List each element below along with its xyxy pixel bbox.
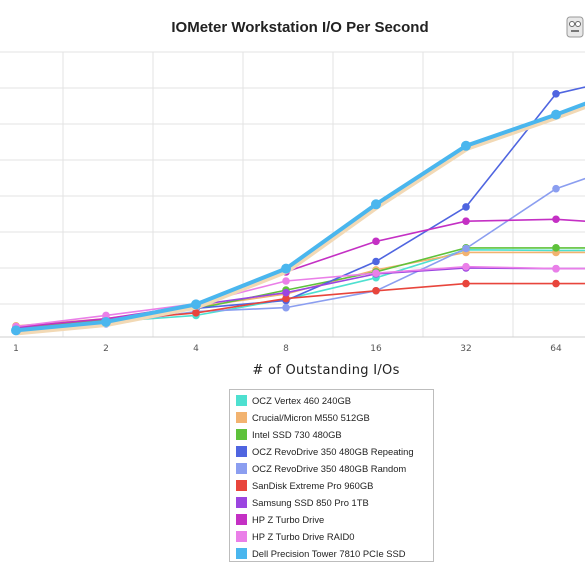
legend-item[interactable]: SanDisk Extreme Pro 960GB xyxy=(236,477,373,493)
data-point[interactable] xyxy=(552,90,560,98)
legend-swatch xyxy=(236,394,247,406)
data-point[interactable] xyxy=(462,262,470,271)
data-point[interactable] xyxy=(372,237,380,246)
legend-item[interactable]: HP Z Turbo Drive xyxy=(236,511,324,527)
legend-swatch xyxy=(236,445,247,457)
data-point[interactable] xyxy=(462,279,470,288)
legend: OCZ Vertex 460 240GB Crucial/Micron M550 … xyxy=(229,389,434,562)
legend-swatch xyxy=(236,479,247,491)
series-line xyxy=(15,101,585,333)
data-point[interactable] xyxy=(371,199,381,210)
data-point[interactable] xyxy=(191,299,201,310)
x-tick-label: 4 xyxy=(193,344,199,354)
x-tick-label: 2 xyxy=(103,344,109,354)
legend-item[interactable]: OCZ RevoDrive 350 480GB Random xyxy=(236,460,406,476)
data-point[interactable] xyxy=(552,279,560,288)
data-point[interactable] xyxy=(282,294,290,303)
x-tick-label: 1 xyxy=(13,344,19,354)
series-line xyxy=(15,265,585,328)
chart-title: IOMeter Workstation I/O Per Second xyxy=(171,19,428,36)
data-point[interactable] xyxy=(282,288,290,297)
legend-label: OCZ RevoDrive 350 480GB Repeating xyxy=(252,445,414,457)
series-line xyxy=(15,218,585,328)
data-point[interactable] xyxy=(192,309,200,317)
legend-label: OCZ RevoDrive 350 480GB Random xyxy=(252,462,407,474)
data-point[interactable] xyxy=(462,244,470,253)
legend-item[interactable]: HP Z Turbo Drive RAID0 xyxy=(236,528,354,544)
data-point[interactable] xyxy=(551,109,561,120)
legend-label: SanDisk Extreme Pro 960GB xyxy=(252,479,374,491)
logo-icon xyxy=(565,14,585,40)
legend-item[interactable]: Samsung SSD 850 Pro 1TB xyxy=(236,494,369,510)
data-point[interactable] xyxy=(462,217,470,225)
legend-swatch xyxy=(236,462,247,474)
x-tick-label: 32 xyxy=(460,344,471,354)
data-point[interactable] xyxy=(552,215,560,224)
legend-swatch xyxy=(236,530,247,542)
legend-swatch xyxy=(236,513,247,525)
legend-item[interactable]: Dell Precision Tower 7810 PCIe SSD xyxy=(236,545,406,561)
plot-area xyxy=(0,52,585,337)
x-tick-label: 64 xyxy=(550,344,562,354)
legend-item[interactable]: OCZ RevoDrive 350 480GB Repeating xyxy=(236,443,414,459)
data-point[interactable] xyxy=(372,286,380,295)
data-point[interactable] xyxy=(552,244,560,252)
legend-label: Intel SSD 730 480GB xyxy=(252,428,342,440)
data-point[interactable] xyxy=(552,264,560,273)
legend-label: HP Z Turbo Drive RAID0 xyxy=(252,530,355,542)
legend-item[interactable]: Intel SSD 730 480GB xyxy=(236,426,342,442)
legend-swatch xyxy=(236,496,247,508)
series-dell-precision-tower-7810-pcie-ssd xyxy=(11,101,585,336)
data-point[interactable] xyxy=(462,203,470,211)
data-point[interactable] xyxy=(461,140,471,151)
x-tick-labels: 1 2 4 8 16 32 64 xyxy=(13,344,562,354)
legend-item[interactable]: Crucial/Micron M550 512GB xyxy=(236,409,370,425)
legend-swatch xyxy=(236,428,247,440)
series-shadow xyxy=(16,102,585,336)
legend-swatch xyxy=(236,547,247,559)
data-point[interactable] xyxy=(101,316,111,327)
data-point[interactable] xyxy=(11,325,21,336)
series-layer xyxy=(11,86,585,336)
data-point[interactable] xyxy=(372,269,380,278)
data-point[interactable] xyxy=(372,257,380,266)
data-point[interactable] xyxy=(282,277,290,285)
legend-label: OCZ Vertex 460 240GB xyxy=(252,394,352,406)
legend-label: Dell Precision Tower 7810 PCIe SSD xyxy=(252,547,406,559)
legend-label: HP Z Turbo Drive xyxy=(252,513,325,525)
x-tick-label: 8 xyxy=(283,344,289,354)
x-tick-label: 16 xyxy=(370,344,382,354)
legend-label: Samsung SSD 850 Pro 1TB xyxy=(252,496,369,508)
data-point[interactable] xyxy=(282,303,290,312)
legend-label: Crucial/Micron M550 512GB xyxy=(252,411,370,423)
legend-item[interactable]: OCZ Vertex 460 240GB xyxy=(236,392,351,408)
x-axis-label: # of Outstanding I/Os xyxy=(252,363,399,378)
data-point[interactable] xyxy=(552,184,560,193)
legend-swatch xyxy=(236,411,247,423)
data-point[interactable] xyxy=(281,263,291,274)
